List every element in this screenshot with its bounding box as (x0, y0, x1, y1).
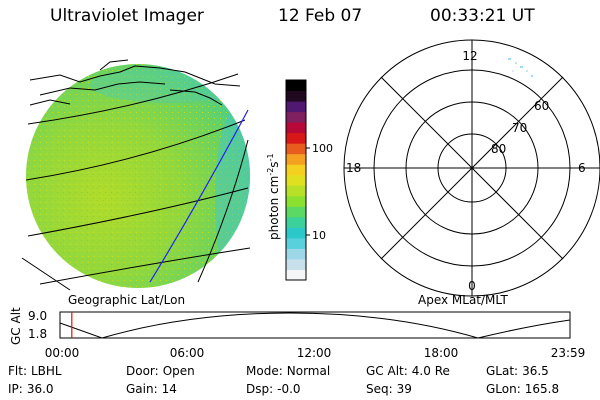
polar-plot (343, 39, 600, 297)
mlt-6-label: 6 (578, 161, 586, 175)
alt-y-max: 9.0 (28, 309, 47, 323)
colorbar-segment (286, 111, 306, 123)
alt-axis-label: GC Alt (9, 307, 23, 345)
globe-image (21, 59, 251, 291)
colorbar (285, 79, 307, 281)
geographic-panel-label: Geographic Lat/Lon (68, 293, 185, 307)
colorbar-segment (286, 90, 306, 102)
colorbar-tick-100: 100 (312, 142, 333, 155)
apex-panel-label: Apex MLat/MLT (418, 293, 508, 307)
colorbar-segment (286, 164, 306, 176)
alt-x-tick-0: 00:00 (45, 346, 80, 360)
info-gc-alt: GC Alt: 4.0 Re (366, 364, 450, 378)
alt-x-tick-4: 23:59 (551, 346, 586, 360)
info-door: Door: Open (126, 364, 195, 378)
colorbar-segment (286, 101, 306, 113)
mlt-18-label: 18 (346, 161, 361, 175)
colorbar-segment (286, 227, 306, 239)
colorbar-segment (286, 258, 306, 270)
colorbar-segment (286, 216, 306, 228)
image-time: 00:33:21 UT (430, 6, 535, 26)
info-mode: Mode: Normal (246, 364, 331, 378)
alt-x-tick-3: 18:00 (424, 346, 459, 360)
alt-y-min: 1.8 (28, 327, 47, 341)
mlat-60-label: 60 (534, 99, 549, 113)
info-filter: Flt: LBHL (8, 364, 62, 378)
colorbar-segment (286, 122, 306, 134)
altitude-plot (59, 311, 571, 339)
info-seq: Seq: 39 (366, 382, 412, 396)
image-title: Ultraviolet Imager (50, 6, 204, 26)
mlt-0-label: 0 (468, 279, 476, 293)
colorbar-segment (286, 269, 306, 281)
colorbar-segment (286, 185, 306, 197)
colorbar-segment (286, 143, 306, 155)
colorbar-segment (286, 248, 306, 260)
info-ip: IP: 36.0 (8, 382, 54, 396)
colorbar-segment (286, 174, 306, 186)
mlat-80-label: 80 (491, 142, 506, 156)
info-gain: Gain: 14 (126, 382, 177, 396)
colorbar-segment (286, 195, 306, 207)
image-date: 12 Feb 07 (278, 6, 363, 26)
alt-x-tick-2: 12:00 (297, 346, 332, 360)
colorbar-segment (286, 206, 306, 218)
info-glat: GLat: 36.5 (486, 364, 549, 378)
mlat-70-label: 70 (512, 121, 527, 135)
info-dsp: Dsp: -0.0 (246, 382, 301, 396)
colorbar-unit-label: photon cm-2s-1 (266, 153, 281, 240)
colorbar-segment (286, 153, 306, 165)
colorbar-tick-10: 10 (312, 229, 326, 242)
polar-speckle (508, 58, 533, 77)
alt-x-tick-1: 06:00 (170, 346, 205, 360)
colorbar-segment (286, 80, 306, 92)
colorbar-segment (286, 132, 306, 144)
colorbar-segment (286, 237, 306, 249)
info-glon: GLon: 165.8 (486, 382, 560, 396)
mlt-12-label: 12 (462, 49, 477, 63)
